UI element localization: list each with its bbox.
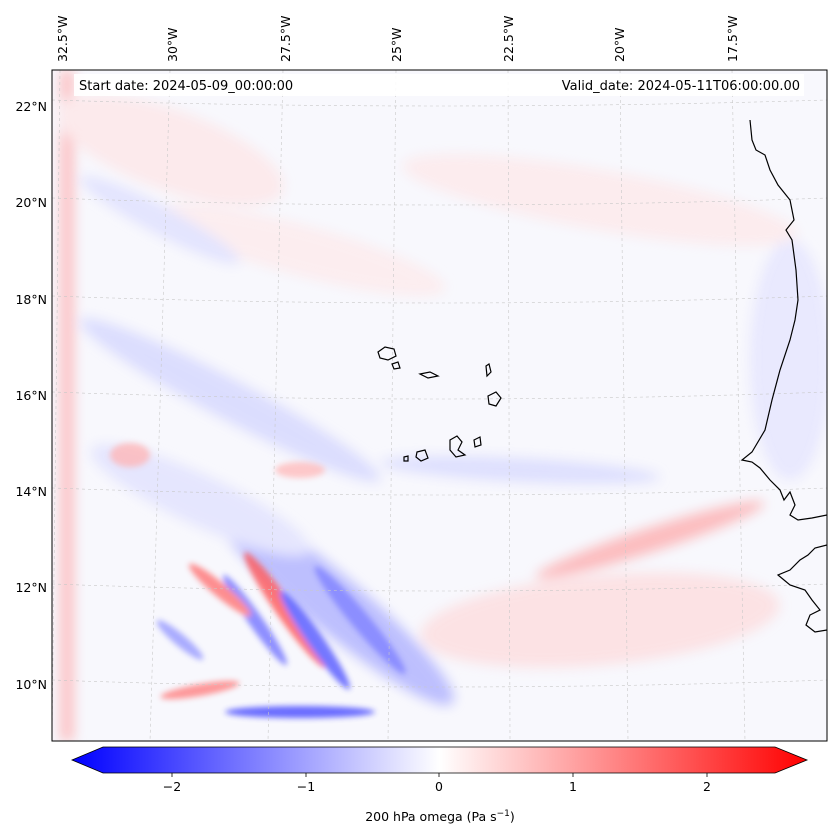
lon-label-30w: 30°W — [165, 27, 180, 62]
lon-label-17-5w: 17.5°W — [725, 16, 740, 62]
cape-verde-islands — [377, 346, 502, 462]
lat-label-18n: 18°N — [15, 292, 47, 307]
valid-date-label: Valid_date: 2024-05-11T06:00:00.00 — [562, 79, 800, 94]
header-strip — [74, 74, 804, 96]
colorbar-label: 200 hPa omega (Pa s−1) — [365, 809, 515, 824]
start-date-label: Start date: 2024-05-09_00:00:00 — [79, 79, 293, 94]
lat-label-20n: 20°N — [15, 195, 47, 210]
gridlines — [52, 70, 827, 741]
omega-field — [56, 70, 827, 741]
lat-label-14n: 14°N — [15, 484, 47, 499]
lon-label-32-5w: 32.5°W — [55, 16, 70, 62]
map-frame — [51, 69, 828, 742]
lat-label-12n: 12°N — [15, 580, 47, 595]
lon-label-27-5w: 27.5°W — [278, 16, 293, 62]
colorbar-tick-minus1: −1 — [297, 779, 315, 794]
longitude-labels: 32.5°W 30°W 27.5°W 25°W 22.5°W 20°W 17.5… — [55, 16, 740, 62]
lon-label-22-5w: 22.5°W — [501, 16, 516, 62]
colorbar-bar — [70, 746, 809, 774]
colorbar-tick-minus2: −2 — [163, 779, 181, 794]
lat-label-10n: 10°N — [15, 677, 47, 692]
lat-label-22n: 22°N — [15, 99, 47, 114]
colorbar-tick-2: 2 — [703, 779, 711, 794]
colorbar-tick-0: 0 — [435, 779, 443, 794]
guinea-coastline — [776, 544, 827, 633]
lat-label-16n: 16°N — [15, 388, 47, 403]
lon-label-25w: 25°W — [389, 27, 404, 62]
colorbar: −2 −1 0 1 2 200 hPa omega (Pa s−1) — [70, 746, 809, 824]
latitude-labels: 22°N 20°N 18°N 16°N 14°N 12°N 10°N — [15, 99, 47, 692]
africa-coastline — [740, 119, 827, 521]
colorbar-tick-1: 1 — [569, 779, 577, 794]
lon-label-20w: 20°W — [612, 27, 627, 62]
